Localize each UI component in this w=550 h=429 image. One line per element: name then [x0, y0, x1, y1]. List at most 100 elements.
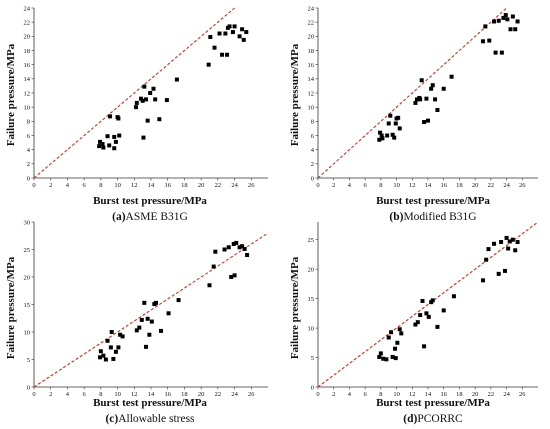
- x-tick-label: 0: [316, 182, 319, 189]
- data-point: [223, 31, 228, 36]
- y-tick-label: 18: [24, 48, 31, 55]
- y-tick-label: 4: [27, 147, 31, 154]
- data-point: [513, 27, 518, 32]
- reference-line-y-equals-x: [33, 232, 269, 388]
- x-tick-label: 26: [248, 182, 255, 189]
- x-tick-label: 24: [231, 391, 238, 398]
- x-tick-label: 4: [66, 182, 70, 189]
- data-point: [141, 135, 146, 140]
- x-tick-label: 2: [332, 391, 335, 398]
- data-point: [220, 52, 225, 57]
- caption-text: ASME B31G: [126, 211, 188, 223]
- x-tick-label: 2: [332, 182, 335, 189]
- y-tick-label: 16: [24, 62, 31, 69]
- data-point: [385, 133, 390, 138]
- data-point: [377, 354, 382, 359]
- data-point: [429, 86, 434, 91]
- data-point: [515, 240, 520, 245]
- reference-line-y-equals-x: [317, 7, 507, 179]
- data-point: [166, 311, 171, 316]
- panel-caption: (b)Modified B31G: [389, 211, 476, 223]
- x-tick-label: 26: [519, 182, 526, 189]
- data-point: [499, 50, 504, 55]
- data-point: [98, 355, 103, 360]
- caption-letter: (c): [105, 413, 118, 425]
- data-point: [415, 320, 420, 325]
- data-point: [237, 245, 242, 250]
- data-point: [507, 239, 512, 244]
- y-tick-label: 25: [308, 237, 315, 244]
- data-point: [206, 62, 211, 67]
- y-tick-label: 20: [308, 34, 315, 41]
- x-tick-label: 2: [49, 391, 52, 398]
- y-tick-label: 2: [311, 161, 314, 168]
- data-point: [208, 35, 213, 40]
- data-point: [116, 116, 121, 121]
- caption-text: PCORRC: [417, 413, 463, 425]
- data-point: [484, 257, 489, 262]
- data-point: [139, 317, 144, 322]
- y-tick-label: 14: [308, 76, 315, 83]
- data-point: [506, 246, 511, 251]
- data-point: [111, 356, 116, 361]
- data-point: [157, 117, 162, 122]
- x-tick-label: 8: [99, 182, 102, 189]
- data-point: [433, 97, 438, 102]
- data-point: [420, 298, 425, 303]
- y-tick-label: 22: [24, 19, 31, 26]
- data-point: [140, 98, 145, 103]
- y-tick-label: 20: [308, 266, 315, 273]
- data-point: [418, 313, 423, 318]
- x-tick-label: 12: [409, 391, 416, 398]
- data-point: [164, 98, 169, 103]
- x-tick-label: 26: [248, 391, 255, 398]
- data-point: [231, 242, 236, 246]
- data-point: [112, 146, 117, 151]
- data-point: [388, 113, 393, 118]
- data-point: [143, 344, 148, 349]
- y-axis-title: Failure pressure/MPa: [289, 256, 301, 359]
- x-axis-title: Burst test pressure/MPa: [376, 397, 490, 409]
- data-point: [492, 19, 496, 24]
- data-point: [393, 121, 398, 126]
- data-point: [234, 240, 239, 245]
- y-tick-label: 24: [308, 5, 315, 12]
- data-point: [483, 24, 488, 29]
- data-point: [424, 96, 429, 101]
- data-point: [379, 133, 384, 138]
- x-tick-label: 10: [393, 391, 400, 398]
- x-tick-label: 6: [364, 182, 368, 189]
- data-point: [137, 325, 142, 330]
- data-point: [386, 335, 391, 340]
- data-point: [229, 275, 234, 279]
- panel-caption: (c)Allowable stress: [105, 413, 195, 425]
- data-point: [515, 19, 520, 24]
- data-point: [101, 145, 106, 150]
- reference-line-y-equals-x: [33, 7, 235, 179]
- data-point: [108, 114, 113, 119]
- data-point: [481, 39, 485, 44]
- x-tick-label: 14: [148, 182, 155, 189]
- y-tick-label: 4: [311, 147, 315, 154]
- data-point: [430, 83, 435, 88]
- data-point: [227, 24, 232, 29]
- data-point: [174, 77, 179, 82]
- data-point: [381, 356, 386, 361]
- data-point: [492, 241, 496, 246]
- data-point: [390, 132, 395, 137]
- data-point: [245, 253, 250, 257]
- x-tick-label: 26: [519, 391, 526, 398]
- panel-c-allowable-stress: Failure pressure/MPa Burst test pressure…: [5, 219, 269, 425]
- x-tick-label: 14: [148, 391, 155, 398]
- data-point: [145, 118, 150, 123]
- data-point: [389, 330, 394, 335]
- y-tick-label: 12: [24, 90, 31, 97]
- y-tick-label: 10: [308, 104, 315, 111]
- data-point: [418, 97, 423, 102]
- data-point: [422, 120, 427, 125]
- x-tick-label: 8: [379, 391, 382, 398]
- caption-text: Modified B31G: [403, 211, 476, 223]
- data-point: [503, 13, 508, 18]
- x-tick-label: 0: [32, 391, 35, 398]
- data-point: [413, 100, 418, 105]
